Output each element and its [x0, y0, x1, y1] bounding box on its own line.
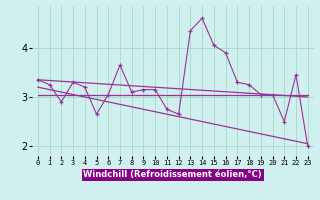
X-axis label: Windchill (Refroidissement éolien,°C): Windchill (Refroidissement éolien,°C): [84, 170, 262, 179]
